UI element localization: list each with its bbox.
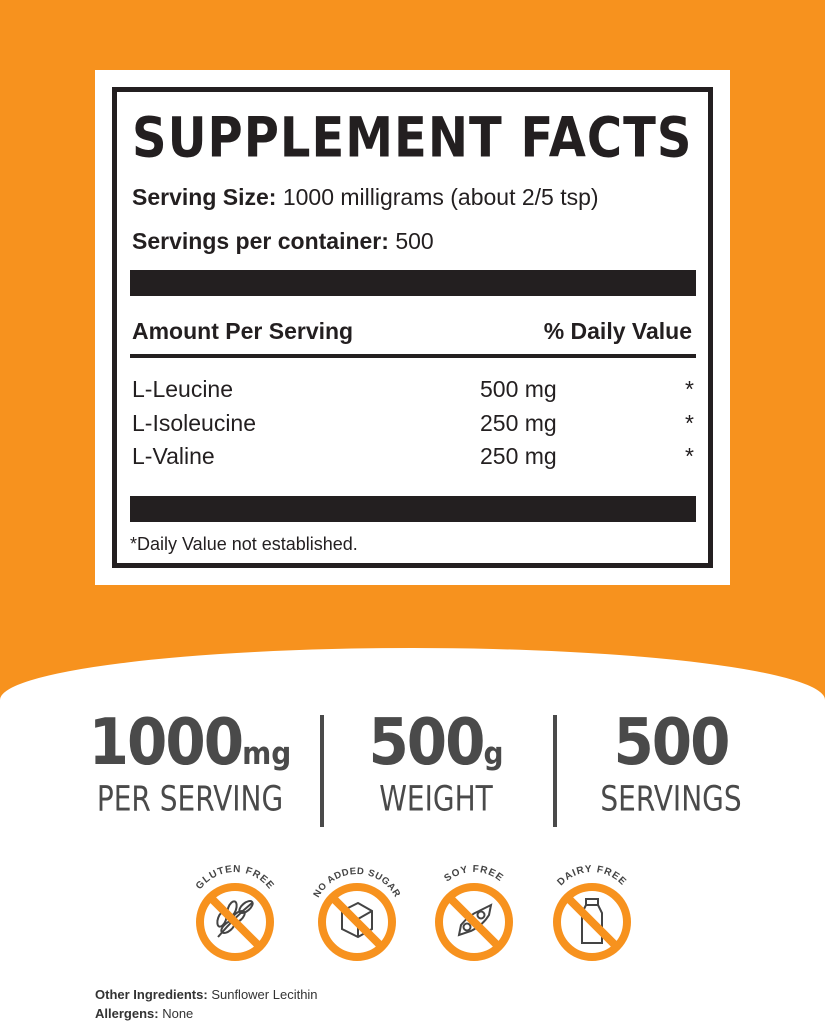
stat-value: 1000mg: [88, 704, 292, 780]
stat-value: 500: [613, 704, 730, 780]
stat-divider: [320, 715, 324, 827]
other-ingredients: Other Ingredients: Sunflower Lecithin: [95, 987, 318, 1002]
no-added-sugar-badge: NO ADDED SUGAR: [311, 866, 402, 961]
table-row: L-Leucine 500 mg *: [132, 376, 698, 409]
daily-value-header: % Daily Value: [543, 318, 692, 344]
badge-label: NO ADDED SUGAR: [311, 866, 402, 900]
divider-bar: [130, 270, 696, 296]
stat-per-serving: 1000mg PER SERVING: [80, 704, 300, 820]
stat-label: PER SERVING: [96, 777, 284, 820]
gluten-free-badge: GLUTEN FREE: [194, 864, 275, 961]
dairy-free-badge: DAIRY FREE: [553, 864, 631, 961]
table-row: L-Valine 250 mg *: [132, 443, 698, 476]
stat-divider: [553, 715, 557, 827]
other-ingredients-value: Sunflower Lecithin: [211, 987, 318, 1002]
nutrient-name: L-Isoleucine: [132, 410, 257, 436]
wheat-icon: [216, 900, 254, 938]
serving-size-value: 1000 milligrams (about 2/5 tsp): [282, 184, 599, 210]
soy-free-badge: SOY FREE: [435, 864, 513, 961]
nutrient-amount: 500 mg: [480, 376, 557, 402]
stat-label: SERVINGS: [600, 777, 742, 820]
servings-per-container: Servings per container: 500: [132, 228, 434, 255]
servings-label: Servings per container:: [132, 228, 389, 254]
stat-value: 500g: [368, 704, 504, 780]
header-rule: [130, 354, 696, 358]
facts-title: SUPPLEMENT FACTS: [132, 106, 693, 171]
nutrient-dv: *: [685, 410, 694, 436]
prohibition-circle: [435, 883, 513, 961]
serving-size-label: Serving Size:: [132, 184, 277, 210]
supplement-facts-panel: SUPPLEMENT FACTS Serving Size: 1000 mill…: [95, 70, 730, 585]
footnote: *Daily Value not established.: [130, 534, 358, 554]
white-curve: [0, 648, 825, 1024]
allergens-label: Allergens:: [95, 1006, 159, 1021]
other-ingredients-label: Other Ingredients:: [95, 987, 208, 1002]
allergens: Allergens: None: [95, 1006, 193, 1021]
amount-header: Amount Per Serving: [132, 318, 354, 344]
stat-servings: 500 SERVINGS: [561, 704, 781, 820]
facts-frame: SUPPLEMENT FACTS Serving Size: 1000 mill…: [112, 87, 713, 568]
stat-weight: 500g WEIGHT: [326, 704, 546, 820]
nutrient-name: L-Leucine: [132, 376, 234, 402]
nutrient-name: L-Valine: [132, 443, 215, 469]
prohibition-circle: [196, 883, 274, 961]
nutrient-amount: 250 mg: [480, 410, 557, 436]
badge-label: SOY FREE: [442, 864, 505, 884]
prohibition-circle: [318, 883, 396, 961]
prohibition-circle: [553, 883, 631, 961]
allergens-value: None: [162, 1006, 194, 1021]
servings-value: 500: [395, 228, 434, 254]
nutrient-dv: *: [685, 376, 694, 402]
divider-bar: [130, 496, 696, 522]
table-row: L-Isoleucine 250 mg *: [132, 410, 698, 443]
nutrient-dv: *: [685, 443, 694, 469]
stat-label: WEIGHT: [379, 777, 493, 820]
serving-size: Serving Size: 1000 milligrams (about 2/5…: [132, 184, 599, 211]
nutrient-amount: 250 mg: [480, 443, 557, 469]
